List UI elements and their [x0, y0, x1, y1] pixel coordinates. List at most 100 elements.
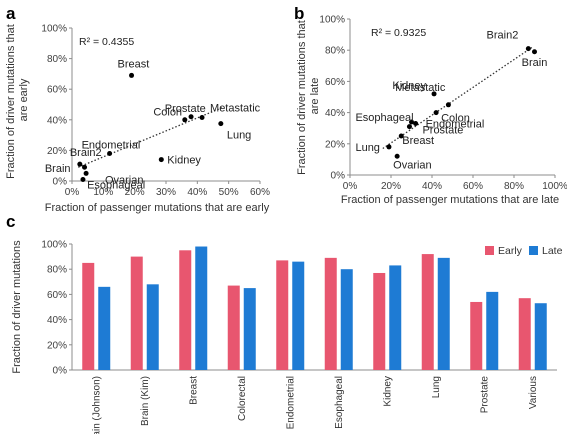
panel-c: c Fraction of driver mutations 0% 20% 40% 6… — [6, 212, 563, 434]
point-label-lung: Lung — [227, 130, 251, 142]
point-label-colon: Colon — [441, 113, 470, 125]
point-endometrial — [107, 150, 113, 156]
y-tick-label: 40% — [47, 115, 67, 126]
point-label-brain2: Brain2 — [487, 30, 519, 42]
y-tick-label: 80% — [47, 265, 67, 276]
point-kidney — [431, 91, 437, 97]
points-b — [386, 46, 537, 159]
point-breast — [129, 72, 135, 78]
point-colon — [188, 114, 194, 120]
bar-early-lung — [421, 254, 434, 370]
x-tick-label: 20% — [125, 187, 145, 198]
category-label-colorectal: Colorectal — [237, 376, 248, 421]
ticks-a: 0% 10% 20% 30% 40% 50% 60% 0% 20% 40% 60% 80% 100% — [41, 24, 270, 199]
bar-early-various — [518, 298, 531, 370]
axes-c — [71, 244, 557, 371]
y-tick-label: 0% — [331, 171, 346, 182]
bar-early-breast — [179, 250, 192, 370]
x-tick-label: 60% — [250, 187, 270, 198]
bar-early-esophageal — [324, 257, 337, 370]
bar-early-kidney — [373, 272, 386, 370]
bars-c — [82, 246, 547, 370]
r2-annotation-a: R² = 0.4355 — [79, 36, 134, 48]
x-tick-label: 10% — [93, 187, 113, 198]
x-tick-label: 60% — [463, 181, 483, 192]
point-ovarian — [394, 153, 400, 159]
y-axis-title-a-line-1: Fraction of driver mutations that — [5, 24, 17, 179]
point-brain2 — [525, 46, 531, 52]
legend-label-early: Early — [498, 245, 523, 257]
points-a — [77, 72, 224, 182]
y-axis-title-c: Fraction of driver mutations — [11, 240, 23, 374]
point-label-kidney: Kidney — [167, 155, 201, 167]
point-label-prostate: Prostate — [422, 125, 463, 137]
y-tick-label: 80% — [47, 54, 67, 65]
bar-late-breast — [195, 246, 208, 370]
point-label-esophageal: Esophageal — [355, 112, 413, 124]
ticks-c: 0% 20% 40% 60% 80% 100% — [41, 240, 72, 377]
point-label-kidney: Kidney — [392, 80, 426, 92]
point-label-prostate: Prostate — [165, 103, 206, 115]
point-label-breast: Breast — [118, 58, 150, 70]
y-axis-title-b-line-2: are late — [309, 78, 321, 115]
x-tick-label: 40% — [187, 187, 207, 198]
point-label-brain: Brain — [522, 57, 548, 69]
y-axis-title-a-line-2: are early — [18, 78, 30, 121]
category-label-brain-johnson: Brain (Johnson) — [91, 376, 102, 434]
bar-late-prostate — [486, 291, 499, 370]
point-label-brain2: Brain2 — [70, 147, 102, 159]
category-label-endometrial: Endometrial — [285, 376, 296, 429]
point-esophageal — [83, 170, 89, 176]
bar-early-colorectal — [227, 285, 240, 370]
point-label-lung: Lung — [355, 142, 379, 154]
bar-early-prostate — [470, 301, 483, 370]
point-label-colon: Colon — [153, 107, 182, 119]
point-breast — [398, 133, 404, 139]
legend-swatch-late — [529, 246, 538, 255]
x-tick-label: 0% — [343, 181, 358, 192]
trendline — [382, 46, 533, 150]
y-tick-label: 100% — [41, 24, 67, 35]
point-endometrial — [413, 121, 419, 127]
legend-swatch-early — [485, 246, 494, 255]
bar-late-kidney — [389, 265, 402, 370]
x-axis-title-a: Fraction of passenger mutations that are… — [45, 202, 270, 214]
point-brain2 — [77, 161, 83, 167]
y-tick-label: 60% — [47, 290, 67, 301]
y-tick-label: 0% — [53, 366, 68, 377]
bar-late-lung — [437, 257, 450, 370]
point-prostate — [406, 124, 412, 130]
x-axis-title-b: Fraction of passenger mutations that are… — [341, 194, 559, 206]
point-ovarian — [80, 176, 86, 182]
bar-early-endometrial — [276, 260, 289, 370]
point-prostate — [182, 117, 188, 123]
point-label-metastatic: Metastatic — [210, 103, 261, 115]
y-axis-title-b: Fraction of driver mutations that are la… — [296, 17, 321, 175]
y-tick-label: 80% — [325, 46, 345, 57]
y-tick-label: 40% — [325, 108, 345, 119]
category-labels-c: Brain (Johnson) Brain (Kim) Breast Colorect… — [91, 376, 539, 434]
category-label-prostate: Prostate — [479, 376, 490, 414]
category-label-various: Various — [528, 376, 539, 409]
point-lung — [218, 121, 224, 127]
x-tick-label: 0% — [65, 187, 80, 198]
point-label-ovarian: Ovarian — [105, 174, 144, 186]
panel-letter-b: b — [294, 4, 304, 23]
panel-a: a R² = 0.4355 Fraction of passenger muta… — [5, 4, 270, 214]
y-axis-title-a: Fraction of driver mutations that are ea… — [5, 21, 30, 179]
x-tick-label: 100% — [542, 181, 567, 192]
x-tick-label: 80% — [504, 181, 524, 192]
bar-early-brain-johnson — [82, 262, 95, 370]
y-tick-label: 60% — [47, 85, 67, 96]
bar-late-various — [534, 303, 547, 370]
point-brain — [532, 49, 537, 55]
bar-late-esophageal — [340, 269, 353, 370]
point-colon — [433, 110, 439, 116]
x-tick-label: 20% — [381, 181, 401, 192]
point-kidney — [158, 157, 164, 163]
legend-label-late: Late — [542, 245, 563, 257]
panel-letter-a: a — [6, 4, 16, 23]
point-label-ovarian: Ovarian — [393, 159, 432, 171]
